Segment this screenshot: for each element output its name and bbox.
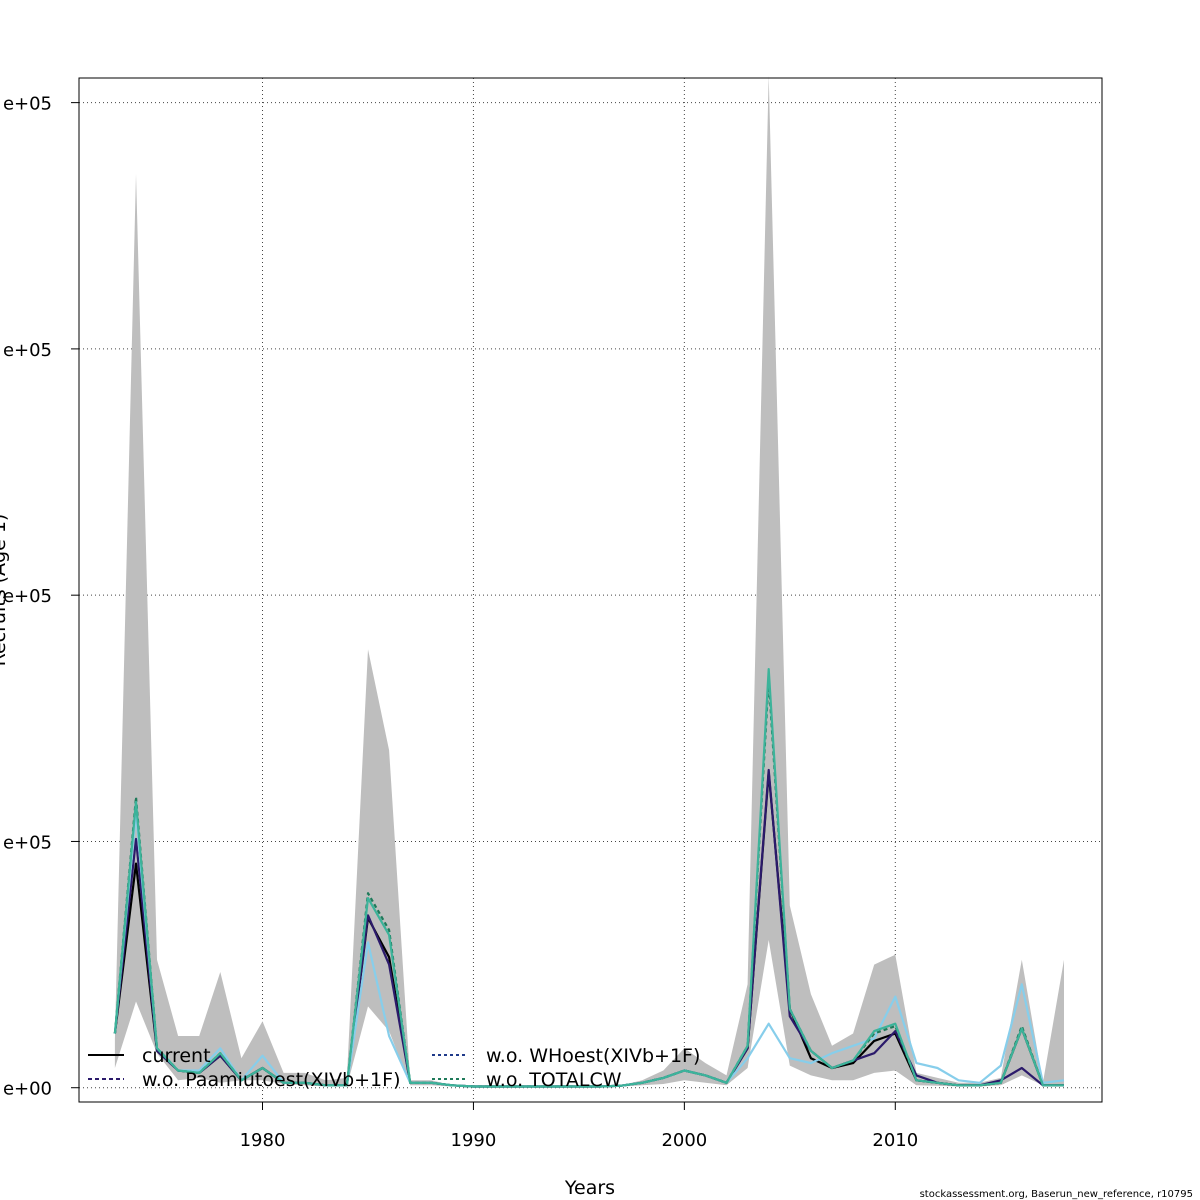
x-tick-label: 2010 bbox=[872, 1130, 918, 1151]
legend-label: w.o. TOTALCW bbox=[486, 1069, 622, 1091]
x-axis: 1980 1990 2000 2010 bbox=[240, 1102, 918, 1151]
legend-label: w.o. Paamiutoest(XIVb+1F) bbox=[142, 1069, 400, 1091]
x-tick-label: 1990 bbox=[451, 1130, 497, 1151]
y-tick-label: e+05 bbox=[3, 586, 52, 607]
confidence-band bbox=[114, 75, 1064, 1087]
series-layer bbox=[113, 667, 1065, 1088]
y-tick-label: e+05 bbox=[3, 832, 52, 853]
x-tick-label: 2000 bbox=[661, 1130, 707, 1151]
grid bbox=[79, 78, 1102, 1102]
y-tick-label: e+00 bbox=[3, 1079, 52, 1100]
plot-frame bbox=[78, 77, 1103, 1103]
legend-label: current bbox=[142, 1045, 211, 1067]
series-line-4 bbox=[113, 677, 1064, 1088]
series-line-5 bbox=[113, 667, 1064, 1088]
y-tick-label: e+05 bbox=[3, 94, 52, 115]
legend-label: w.o. WHoest(XIVb+1F) bbox=[486, 1045, 700, 1067]
y-axis: e+00 e+05 e+05 e+05 e+05 bbox=[3, 94, 79, 1100]
y-tick-label: e+05 bbox=[3, 340, 52, 361]
x-axis-title: Years bbox=[564, 1177, 615, 1199]
confidence-band-layer bbox=[114, 75, 1064, 1087]
x-tick-label: 1980 bbox=[240, 1130, 286, 1151]
footer-credit: stockassessment.org, Baserun_new_referen… bbox=[920, 1189, 1193, 1200]
y-axis-title: Recruits (Age 1) bbox=[0, 514, 10, 667]
